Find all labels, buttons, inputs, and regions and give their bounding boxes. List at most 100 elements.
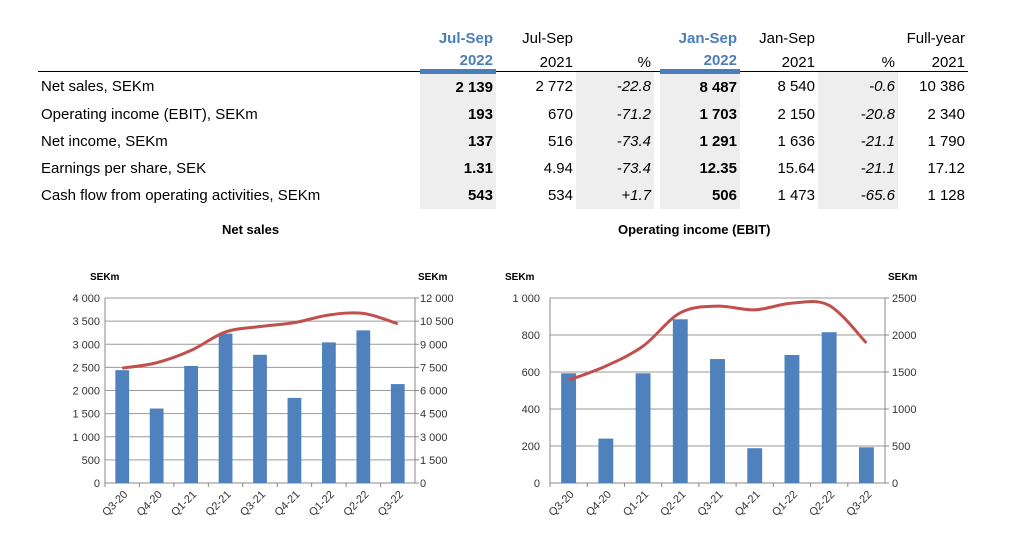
y-tick-label: 2 000 <box>72 386 100 398</box>
y-tick-label: 400 <box>522 404 540 416</box>
y2-tick-label: 1000 <box>892 404 916 416</box>
x-tick-label: Q1-22 <box>770 489 800 519</box>
x-tick-label: Q4-21 <box>733 489 763 519</box>
cell-value: -20.8 <box>818 101 898 128</box>
cell-value: 2 139 <box>420 71 496 101</box>
y-tick-label: 1 000 <box>72 432 100 444</box>
x-tick-label: Q1-21 <box>169 489 199 519</box>
bar-Q2-22 <box>356 330 371 483</box>
x-tick-label: Q2-22 <box>807 489 837 519</box>
header-jan-sep-2022: Jan-Sep <box>678 30 737 47</box>
header-percent: % <box>818 47 898 72</box>
bar-Q3-21 <box>253 354 267 483</box>
bar-Q3-20 <box>115 370 130 483</box>
x-tick-label: Q2-22 <box>341 489 371 519</box>
bar-Q1-21 <box>635 373 651 483</box>
cell-value: -21.1 <box>818 128 898 155</box>
y2-tick-label: 9 000 <box>420 339 448 351</box>
cell-value: -73.4 <box>576 128 654 155</box>
y-tick-label: 800 <box>522 330 540 342</box>
cell-value: -65.6 <box>818 182 898 209</box>
bar-Q4-20 <box>598 438 614 483</box>
cell-value: 1 473 <box>777 187 815 204</box>
x-tick-label: Q3-21 <box>238 489 268 519</box>
y2-tick-label: 0 <box>892 478 898 490</box>
rolling-12-month-line <box>568 300 868 382</box>
y2-axis-unit: SEKm <box>888 272 918 283</box>
header-percent: % <box>576 47 654 72</box>
y-tick-label: 0 <box>534 478 540 490</box>
y-tick-label: 3 500 <box>72 316 100 328</box>
table-row: Net sales, SEKm 2 139 2 772 -22.8 8 487 8 540… <box>38 71 968 101</box>
y2-tick-label: 7 500 <box>420 362 448 374</box>
x-tick-label: Q4-21 <box>272 489 302 519</box>
cell-value: -0.6 <box>818 71 898 101</box>
x-tick-label: Q4-20 <box>135 489 165 519</box>
row-label: Net sales, SEKm <box>41 78 155 95</box>
x-tick-label: Q2-21 <box>204 489 234 519</box>
y-tick-label: 4 000 <box>72 293 100 305</box>
table-row: Net income, SEKm 137 516 -73.4 1 291 1 636 -21… <box>38 128 968 155</box>
cell-value: 8 540 <box>777 78 815 95</box>
y2-tick-label: 10 500 <box>420 316 454 328</box>
x-tick-label: Q3-20 <box>547 489 577 519</box>
cell-value: 543 <box>420 182 496 209</box>
rolling-12-month-line <box>121 311 399 370</box>
table-row: Earnings per share, SEK 1.31 4.94 -73.4 12.3… <box>38 155 968 182</box>
header-year: 2021 <box>898 47 968 72</box>
header-row-1: Jul-Sep Jul-Sep Jan-Sep Jan-Sep Full-yea… <box>38 24 968 47</box>
bar-Q1-21 <box>184 365 198 483</box>
bar-Q3-22 <box>858 447 874 483</box>
cell-value: 15.64 <box>777 160 815 177</box>
y-tick-label: 3 000 <box>72 339 100 351</box>
cell-value: 534 <box>547 187 573 204</box>
row-label: Earnings per share, SEK <box>41 160 207 177</box>
y-tick-label: 1 000 <box>512 293 540 305</box>
y2-tick-label: 0 <box>420 478 426 490</box>
header-jul-sep-2021: Jul-Sep <box>522 30 573 47</box>
x-tick-label: Q3-22 <box>376 489 406 519</box>
bar-Q4-20 <box>149 408 164 483</box>
y2-tick-label: 3 000 <box>420 432 448 444</box>
cell-value: 1 703 <box>660 101 740 128</box>
cell-value: +1.7 <box>576 182 654 209</box>
cell-value: -21.1 <box>818 155 898 182</box>
header-jan-sep-2021: Jan-Sep <box>759 30 815 47</box>
y-axis-unit: SEKm <box>505 272 535 283</box>
cell-value: 12.35 <box>660 155 740 182</box>
y2-tick-label: 4 500 <box>420 409 448 421</box>
bar-Q4-21 <box>287 397 302 483</box>
cell-value: 2 150 <box>777 106 815 123</box>
x-tick-label: Q1-22 <box>307 489 337 519</box>
y2-tick-label: 2500 <box>892 293 916 305</box>
cell-value: 1 790 <box>927 133 965 150</box>
row-label: Cash flow from operating activities, SEK… <box>41 187 321 204</box>
cell-value: 17.12 <box>927 160 965 177</box>
cell-value: 8 487 <box>660 71 740 101</box>
cell-value: -22.8 <box>576 71 654 101</box>
header-full-year: Full-year <box>906 30 965 47</box>
bar-Q3-20 <box>561 373 577 483</box>
header-year: 2022 <box>660 47 740 74</box>
cell-value: 506 <box>660 182 740 209</box>
header-year: 2022 <box>420 47 496 74</box>
cell-value: 1 128 <box>927 187 965 204</box>
y-tick-label: 0 <box>94 478 100 490</box>
y-tick-label: 200 <box>522 441 540 453</box>
y2-tick-label: 500 <box>892 441 910 453</box>
bar-Q2-22 <box>821 332 837 483</box>
cell-value: 10 386 <box>919 78 965 95</box>
bar-Q3-22 <box>390 384 405 483</box>
y2-tick-label: 1500 <box>892 367 916 379</box>
x-tick-label: Q3-22 <box>844 489 874 519</box>
y2-axis-unit: SEKm <box>418 272 448 283</box>
y2-tick-label: 6 000 <box>420 386 448 398</box>
cell-value: -71.2 <box>576 101 654 128</box>
y-tick-label: 2 500 <box>72 362 100 374</box>
net-sales-chart-title: Net sales <box>222 222 280 237</box>
key-figures-table: Jul-Sep Jul-Sep Jan-Sep Jan-Sep Full-yea… <box>38 24 968 209</box>
bar-Q2-21 <box>672 319 688 483</box>
header-year: 2021 <box>496 47 576 72</box>
cell-value: 193 <box>420 101 496 128</box>
